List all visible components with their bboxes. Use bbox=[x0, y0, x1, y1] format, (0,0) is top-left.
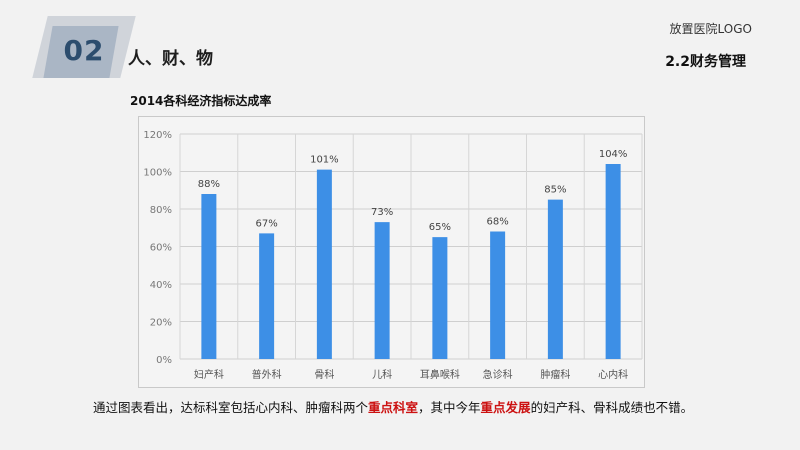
caption-text-1: 通过图表看出，达标科室包括心内科、肿瘤科两个 bbox=[93, 400, 369, 415]
bar bbox=[547, 199, 563, 359]
bar bbox=[432, 237, 448, 359]
bar bbox=[490, 231, 506, 359]
bar bbox=[605, 164, 621, 359]
bar-value-label: 101% bbox=[310, 155, 339, 166]
caption-text-3: 的妇产科、骨科成绩也不错。 bbox=[530, 400, 694, 415]
y-tick-label: 120% bbox=[143, 130, 172, 141]
bar-value-label: 104% bbox=[599, 149, 628, 160]
bar-value-label: 85% bbox=[544, 185, 566, 196]
x-category-label: 耳鼻喉科 bbox=[420, 368, 460, 381]
x-category-label: 急诊科 bbox=[483, 368, 513, 381]
x-category-label: 儿科 bbox=[372, 368, 392, 381]
y-tick-label: 20% bbox=[150, 318, 172, 329]
y-tick-label: 60% bbox=[150, 243, 172, 254]
x-category-label: 心内科 bbox=[598, 368, 628, 381]
bar-value-label: 67% bbox=[256, 218, 278, 229]
bar bbox=[201, 194, 217, 359]
subsection-title: 2.2财务管理 bbox=[665, 54, 746, 70]
chart-caption: 通过图表看出，达标科室包括心内科、肿瘤科两个重点科室，其中今年重点发展的妇产科、… bbox=[93, 397, 693, 416]
y-tick-label: 100% bbox=[143, 168, 172, 179]
x-category-label: 肿瘤科 bbox=[540, 368, 570, 381]
y-tick-label: 40% bbox=[150, 280, 172, 291]
section-number: 02 bbox=[63, 34, 105, 67]
x-category-label: 普外科 bbox=[252, 368, 282, 381]
bar-value-label: 88% bbox=[198, 179, 220, 190]
hospital-logo-placeholder: 放置医院LOGO bbox=[669, 22, 752, 36]
bar bbox=[374, 222, 390, 359]
bar-value-label: 68% bbox=[487, 217, 509, 228]
bar bbox=[316, 169, 332, 359]
y-tick-label: 80% bbox=[150, 205, 172, 216]
x-category-label: 妇产科 bbox=[194, 368, 224, 381]
x-category-label: 骨科 bbox=[314, 368, 334, 381]
caption-highlight-key-departments: 重点科室 bbox=[368, 400, 419, 415]
bar bbox=[259, 233, 275, 359]
chart-title: 2014各科经济指标达成率 bbox=[130, 94, 272, 108]
section-title: 人、财、物 bbox=[128, 49, 213, 69]
bar-value-label: 73% bbox=[371, 207, 393, 218]
y-tick-label: 0% bbox=[156, 355, 172, 366]
bar-value-label: 65% bbox=[429, 222, 451, 233]
caption-highlight-key-development: 重点发展 bbox=[480, 400, 531, 415]
caption-text-2: ，其中今年 bbox=[418, 400, 481, 415]
